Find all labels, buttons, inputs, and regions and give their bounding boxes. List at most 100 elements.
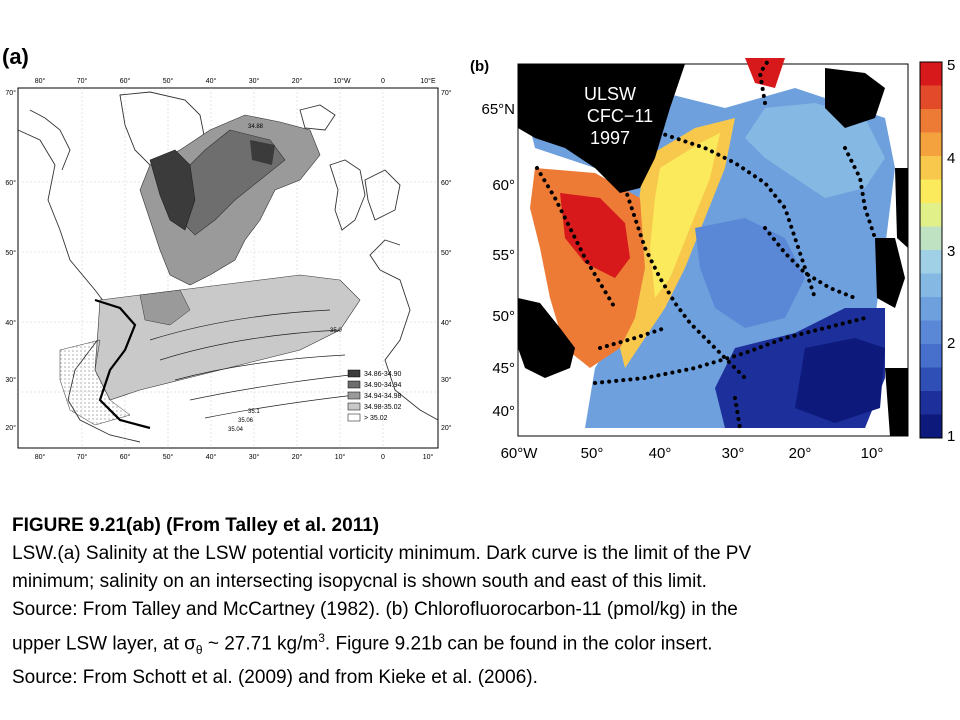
tick-label: 60°W — [501, 445, 539, 462]
tick-label: 10° — [335, 453, 346, 461]
caption-line: Source: From Schott et al. (2009) and fr… — [12, 667, 538, 689]
panel-a-pv-limit-curve — [94, 298, 151, 430]
colorbar-segment — [920, 344, 942, 368]
legend-label: 34.98-35.02 — [364, 404, 401, 411]
tick-label: 45° — [492, 360, 515, 377]
tick-label: 50° — [581, 445, 604, 462]
iceland-land — [825, 68, 885, 128]
tick-label: 40° — [206, 77, 217, 85]
panel-a-bottom-ticks: 80° 70° 60° 50° 40° 30° 20° 10° 0 10° — [35, 453, 434, 461]
colorbar-segment — [920, 179, 942, 204]
tick-label: 30° — [5, 376, 16, 384]
tick-label: 30° — [249, 77, 260, 85]
colorbar-segment — [920, 203, 942, 227]
tick-label: 65°N — [481, 101, 515, 118]
legend-label: 34.94-34.98 — [364, 393, 401, 400]
caption-line: LSW.(a) Salinity at the LSW potential vo… — [12, 543, 752, 564]
tick-label: 60° — [120, 453, 131, 461]
annotation-line: ULSW — [584, 84, 636, 104]
panel-a-salinity-map: 34.88 35.0 35.1 35.06 35.04 34.86-34.90 … — [5, 77, 452, 461]
contour-label-3: 35.1 — [248, 409, 260, 415]
panel-b-land — [518, 64, 908, 436]
colorbar-segment — [920, 273, 942, 298]
panel-b-label: (b) — [470, 58, 490, 75]
colorbar-segment — [920, 109, 942, 133]
tick-label: 30° — [722, 445, 745, 462]
caption-text: ~ 27.71 kg/m — [202, 633, 319, 655]
caption-subscript: θ — [195, 643, 203, 658]
tick-label: 20° — [292, 453, 303, 461]
tick-label: 80° — [35, 77, 46, 85]
caption-superscript: 3 — [318, 631, 325, 645]
caption-title: FIGURE 9.21(ab) (From Talley et al. 2011… — [12, 515, 380, 536]
panel-b-annotation: ULSW CFC−11 1997 — [584, 84, 653, 148]
colorbar-segment — [920, 414, 942, 439]
annotation-line: CFC−11 — [587, 106, 653, 126]
tick-label: 50° — [163, 77, 174, 85]
panel-a-contours — [149, 309, 356, 419]
panel-a-salinity-fill — [59, 114, 361, 426]
colorbar-segment — [920, 62, 942, 86]
colorbar-segment — [920, 156, 942, 180]
legend-label: 34.90-34.94 — [364, 382, 401, 389]
tick-label: 60° — [441, 179, 452, 187]
colorbar-tick: 1 — [947, 428, 955, 445]
tick-label: 70° — [77, 77, 88, 85]
panel-b-lat-ticks: 65°N 60° 55° 50° 45° 40° — [481, 101, 515, 420]
tick-label: 20° — [441, 424, 452, 432]
colorbar-tick: 5 — [947, 57, 955, 74]
tick-label: 40° — [5, 319, 16, 327]
colorbar-segment — [920, 132, 942, 157]
tick-label: 60° — [120, 77, 131, 85]
tick-label: 30° — [441, 376, 452, 384]
legend-label: 34.86-34.90 — [364, 371, 401, 378]
legend-swatch — [347, 413, 361, 422]
tick-label: 70° — [5, 89, 16, 97]
panel-b-stations — [535, 56, 877, 430]
tick-label: 40° — [649, 445, 672, 462]
legend-swatch — [347, 391, 361, 400]
tick-label: 50° — [163, 453, 174, 461]
panel-a-legend: 34.86-34.90 34.90-34.94 34.94-34.98 34.9… — [347, 369, 401, 422]
tick-label: 0 — [381, 78, 385, 85]
tick-label: 70° — [441, 89, 452, 97]
panel-b-cfc-map: ULSW CFC−11 1997 65°N 60° 55° 50° 45° 40… — [481, 56, 955, 462]
caption-text: . Figure 9.21b can be found in the color… — [324, 633, 713, 655]
tick-label: 20° — [292, 77, 303, 85]
tick-label: 55° — [492, 247, 515, 264]
colorbar-segment — [920, 391, 942, 415]
caption-line: Source: From Talley and McCartney (1982)… — [12, 599, 738, 620]
tick-label: 70° — [77, 453, 88, 461]
tick-label: 10°E — [420, 77, 436, 85]
tick-label: 40° — [492, 403, 515, 420]
tick-label: 30° — [249, 453, 260, 461]
annotation-line: 1997 — [590, 128, 630, 148]
caption-line: minimum; salinity on an intersecting iso… — [12, 571, 707, 592]
iberia-land — [885, 368, 908, 436]
panel-a-top-ticks: 80° 70° 60° 50° 40° 30° 20° 10°W 0 10°E — [35, 77, 436, 85]
legend-swatch — [347, 369, 361, 378]
legend-swatch — [347, 402, 361, 411]
tick-label: 80° — [35, 453, 46, 461]
colorbar-segment — [920, 250, 942, 274]
panel-b-lon-ticks: 60°W 50° 40° 30° 20° 10° — [501, 445, 884, 462]
tick-label: 10°W — [333, 77, 351, 85]
contour-label-2: 35.0 — [330, 328, 342, 334]
colorbar-frame — [919, 61, 943, 439]
colorbar-segment — [920, 367, 942, 392]
colorbar-tick: 3 — [947, 243, 955, 260]
colorbar-ticks: 5 4 3 2 1 — [947, 57, 955, 445]
tick-label: 50° — [492, 308, 515, 325]
colorbar-segment — [920, 85, 942, 110]
panel-b-colorbar — [920, 62, 942, 439]
greenland-land — [518, 64, 685, 193]
tick-label: 60° — [492, 177, 515, 194]
contour-label-5: 35.04 — [228, 427, 244, 433]
colorbar-tick: 2 — [947, 335, 955, 352]
caption-line: upper LSW layer, at σθ ~ 27.71 kg/m3. Fi… — [12, 624, 952, 664]
tick-label: 50° — [5, 249, 16, 257]
tick-label: 0 — [381, 454, 385, 461]
tick-label: 50° — [441, 249, 452, 257]
tick-label: 40° — [441, 319, 452, 327]
legend-swatch — [347, 380, 361, 389]
